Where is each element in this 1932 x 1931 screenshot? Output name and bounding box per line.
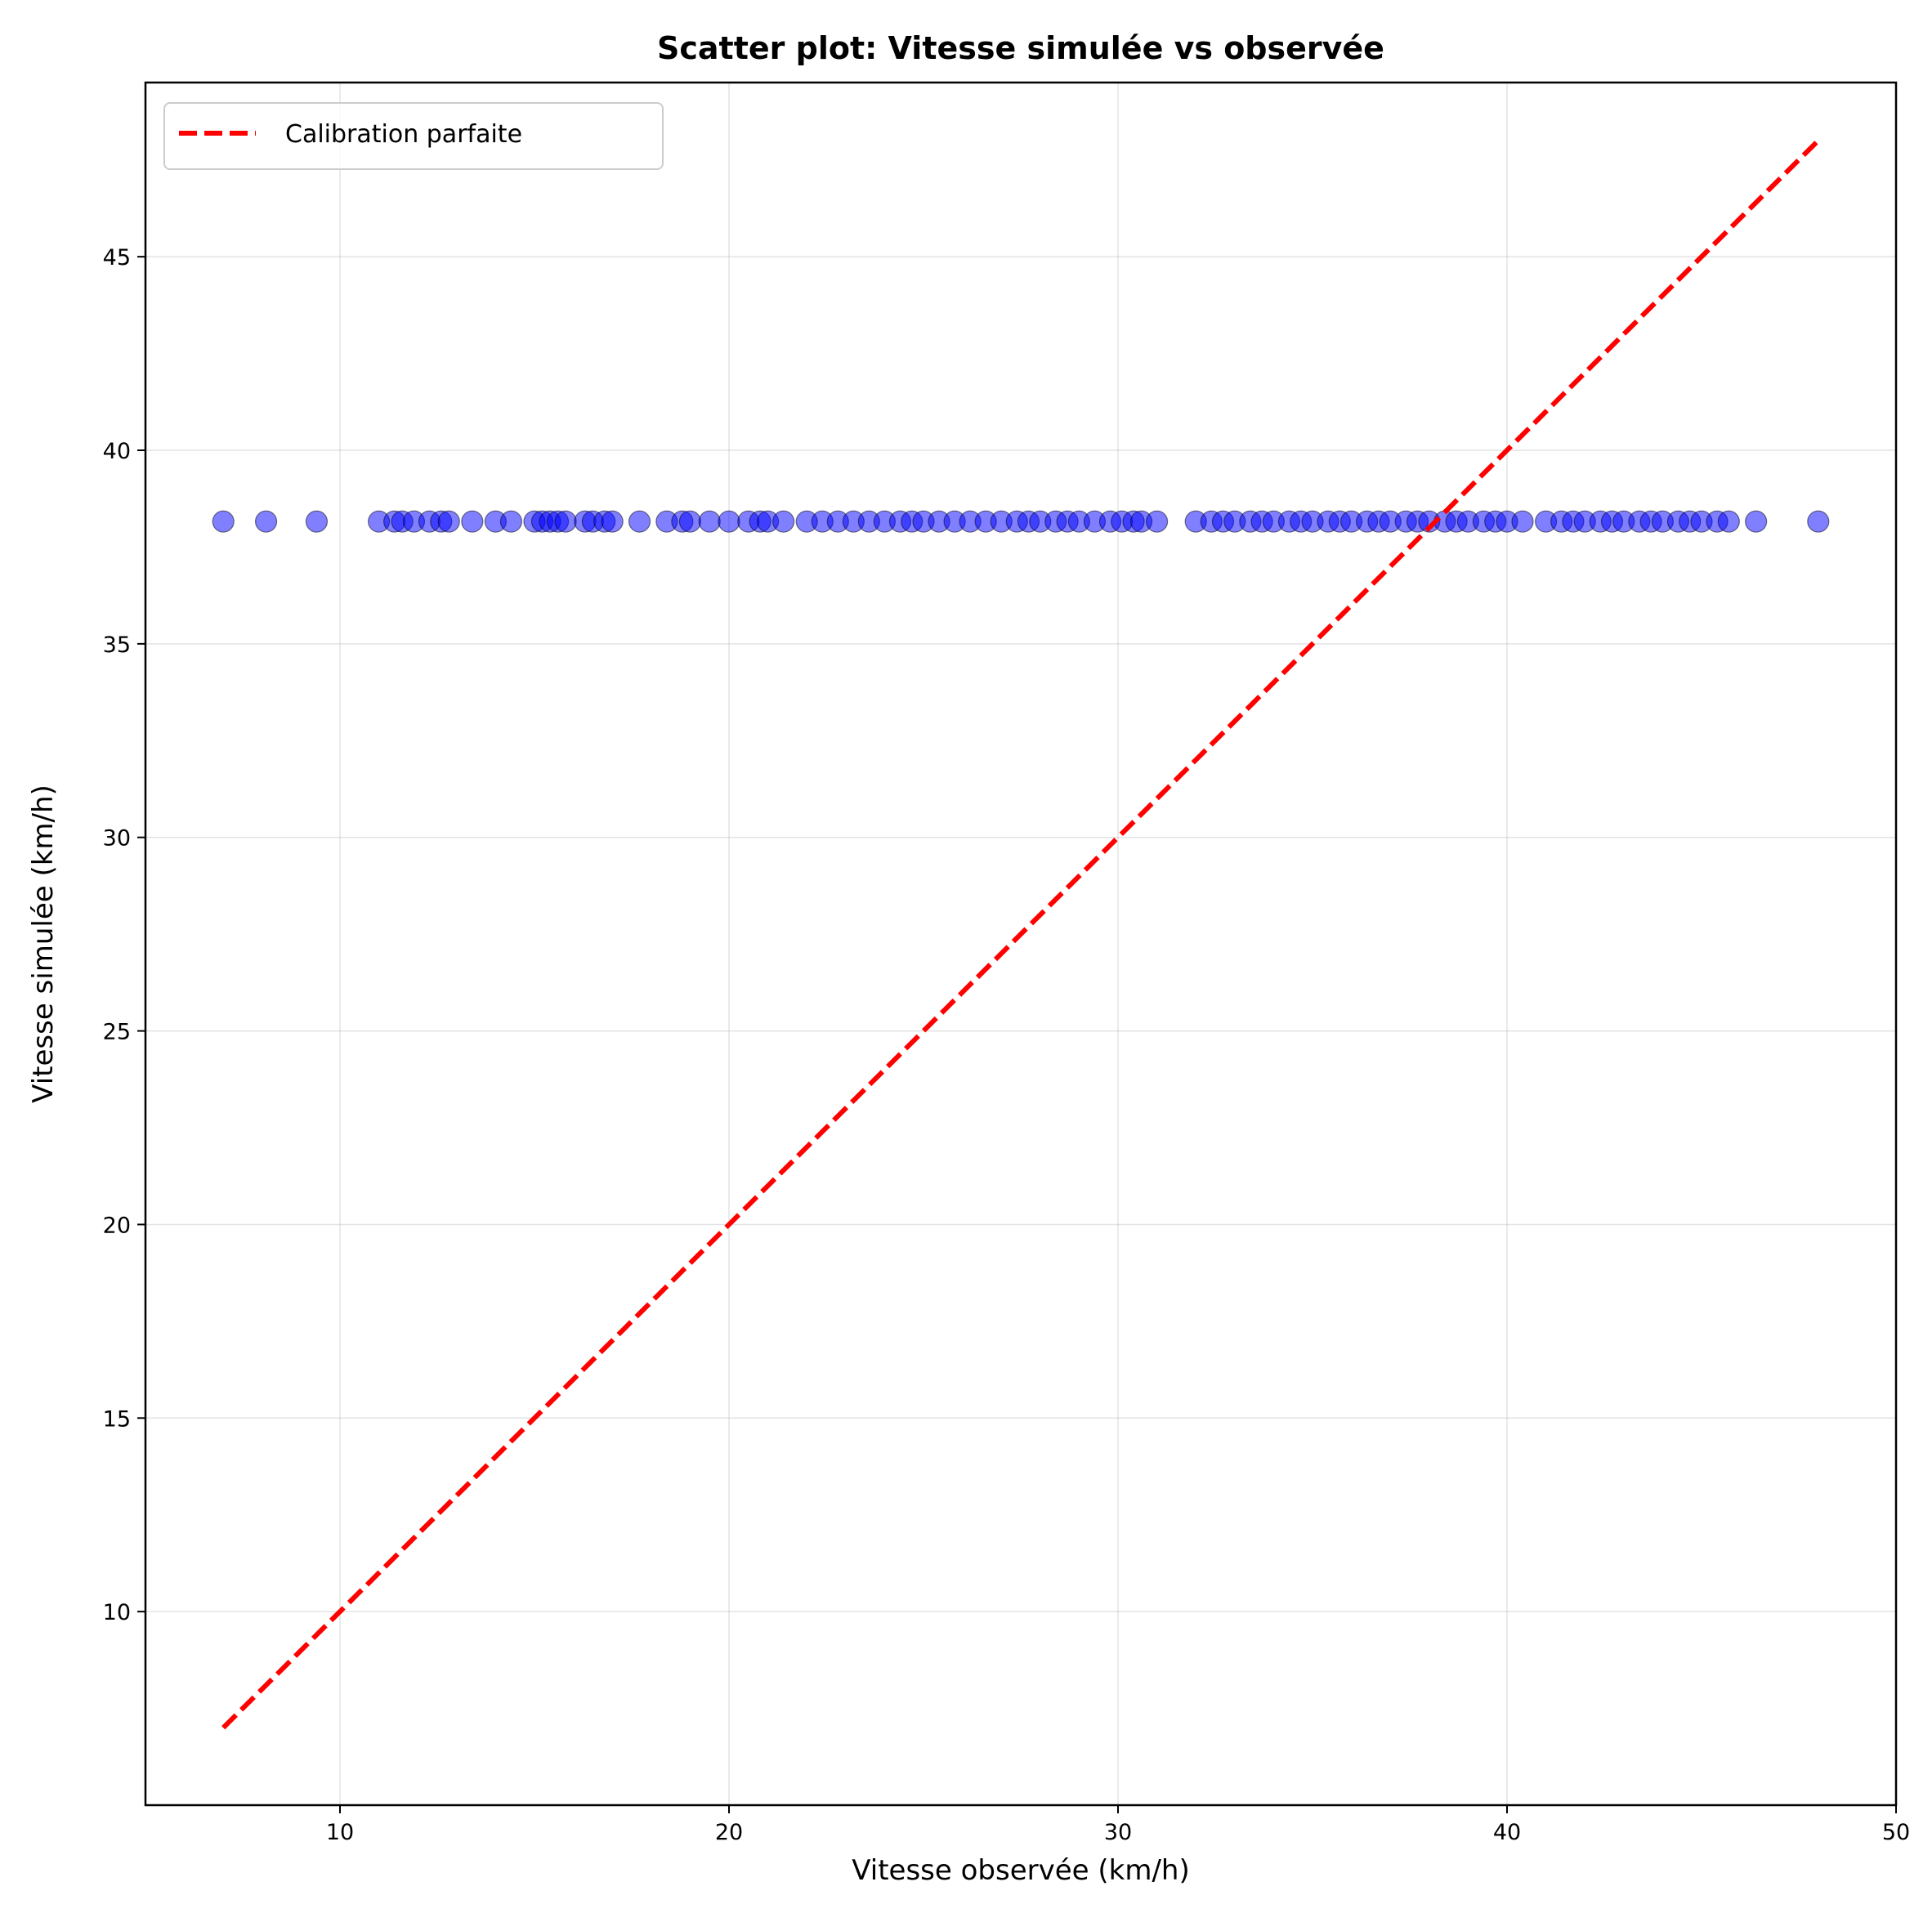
reference-line-calibration — [221, 138, 1820, 1730]
scatter-point-25 — [678, 510, 702, 533]
scatter-point-83 — [1511, 510, 1534, 533]
y-tick-label-3: 25 — [103, 1020, 131, 1045]
scatter-point-17 — [554, 510, 577, 533]
scatter-points — [212, 510, 1830, 533]
x-tick-label-3: 40 — [1493, 1820, 1521, 1845]
x-axis-label: Vitesse observée (km/h) — [852, 1854, 1189, 1887]
x-tick-label-1: 20 — [715, 1820, 743, 1845]
y-tick-label-4: 30 — [103, 826, 131, 852]
y-tick-label-1: 15 — [103, 1406, 131, 1432]
x-tick-label-0: 10 — [326, 1820, 354, 1845]
y-tick-label-5: 35 — [103, 632, 131, 658]
plot-frame — [144, 81, 1898, 1807]
x-axis-ticks: 10 20 30 40 50 — [326, 1805, 1910, 1845]
scatter-point-2 — [305, 510, 329, 533]
x-tick-label-2: 30 — [1104, 1820, 1132, 1845]
scatter-point-26 — [698, 510, 721, 533]
y-tick-label-6: 40 — [103, 439, 131, 464]
y-axis-label: Vitesse simulée (km/h) — [27, 784, 60, 1103]
scatter-point-1 — [254, 510, 278, 533]
legend-label-calibration: Calibration parfaite — [285, 120, 522, 149]
y-tick-label-0: 10 — [103, 1600, 131, 1625]
reference-line-group — [221, 138, 1820, 1730]
scatter-point-99 — [1745, 510, 1768, 533]
y-axis-ticks: 10 15 20 25 30 35 40 45 — [103, 245, 145, 1625]
scatter-point-10 — [461, 510, 484, 533]
y-tick-label-7: 45 — [103, 245, 131, 270]
scatter-point-21 — [601, 510, 624, 533]
y-tick-label-2: 20 — [103, 1213, 131, 1238]
scatter-point-12 — [499, 510, 523, 533]
legend: Calibration parfaite — [163, 102, 664, 170]
scatter-point-22 — [628, 510, 651, 533]
scatter-point-27 — [718, 510, 740, 533]
scatter-point-100 — [1807, 510, 1830, 533]
scatter-point-98 — [1717, 510, 1740, 533]
scatter-point-31 — [772, 510, 795, 533]
chart-title: Scatter plot: Vitesse simulée vs observé… — [657, 30, 1384, 66]
legend-box — [163, 102, 664, 170]
scatter-point-0 — [212, 510, 235, 533]
x-tick-label-4: 50 — [1882, 1820, 1910, 1845]
scatter-point-57 — [1145, 510, 1169, 533]
scatter-point-9 — [437, 510, 460, 533]
grid-lines — [145, 83, 1896, 1805]
